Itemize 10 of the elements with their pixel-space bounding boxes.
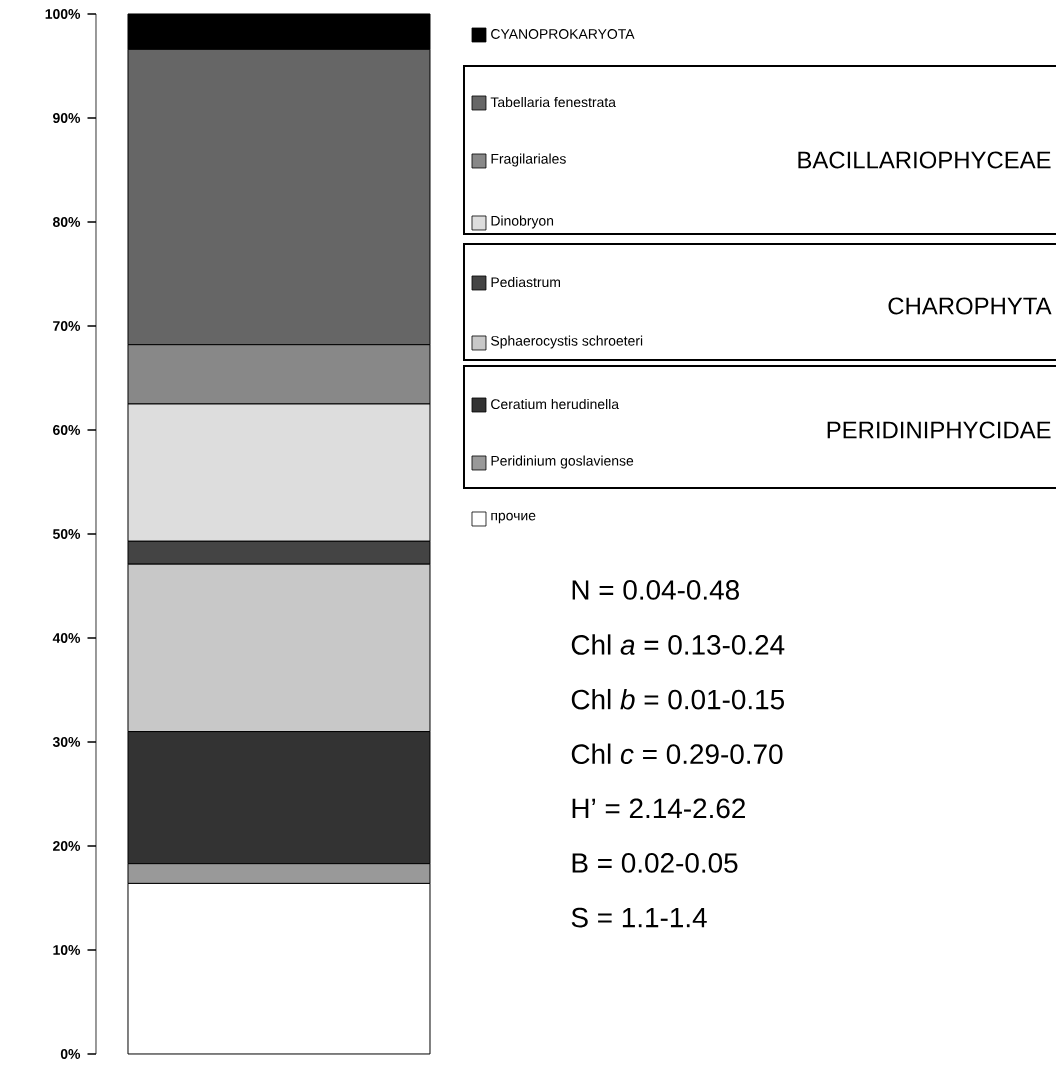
- text: N = 0.04-0.48: [572, 580, 739, 600]
- text: BACILLARIOPHYCEAE: [798, 151, 1051, 169]
- text: S = 1.1-1.4: [571, 907, 707, 928]
- text: CHAROPHYTA: [888, 297, 1052, 315]
- text: Chl c = 0.29-0.70: [571, 743, 783, 765]
- text: PERIDINIPHYCIDAE: [827, 421, 1051, 439]
- text: B = 0.02-0.05: [572, 853, 738, 873]
- text: H’ = 2.14-2.62: [572, 798, 745, 819]
- text: Chl a = 0.13-0.24: [571, 634, 785, 655]
- text: Chl b = 0.01-0.15: [571, 688, 784, 710]
